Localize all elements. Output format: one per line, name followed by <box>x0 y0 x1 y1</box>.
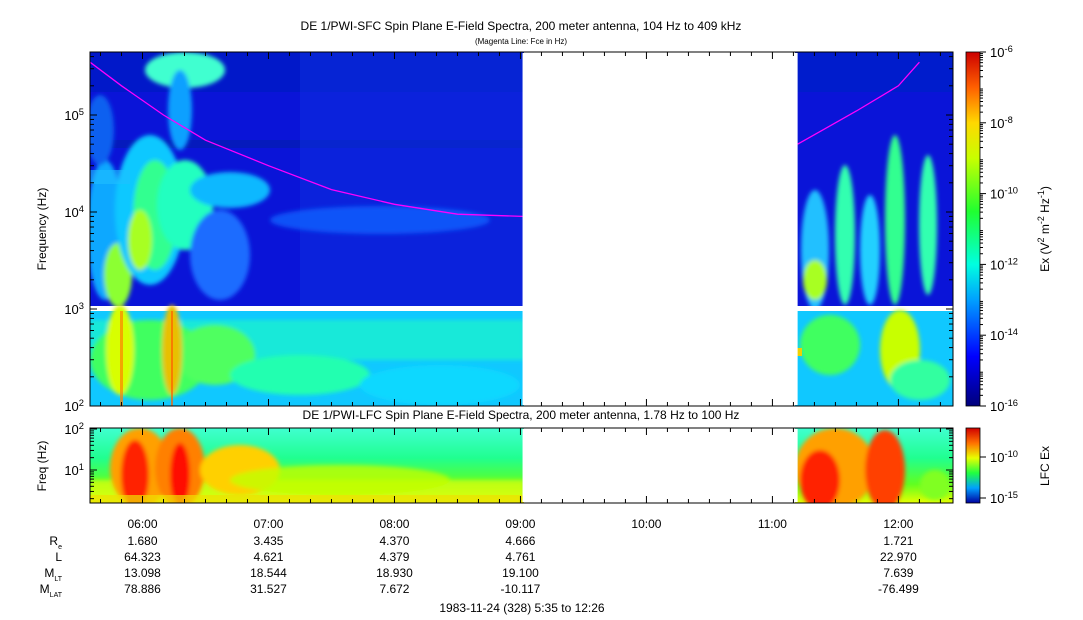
ephemeris-row-label: MLT <box>44 566 62 583</box>
x-tick-label: 09:00 <box>505 517 535 531</box>
fce-line-right <box>797 61 920 145</box>
ephemeris-value: 4.370 <box>379 534 409 548</box>
lfc-colorbar-tick-label: 10-15 <box>990 490 1018 506</box>
lfc-y-tick-label: 102 <box>64 421 84 437</box>
sfc-y-tick-label: 103 <box>64 301 84 317</box>
lfc-spectrogram-left <box>90 428 524 503</box>
ephemeris-value: 18.544 <box>250 566 287 580</box>
sfc-colorbar-tick-label: 10-6 <box>990 44 1013 60</box>
sfc-colorbar-tick-label: 10-8 <box>990 115 1013 131</box>
sfc-colorbar-label: Ex (V2 m-2 Hz-1) <box>1036 186 1052 272</box>
ephemeris-row-label: Re <box>49 534 62 551</box>
sfc-y-axis-label: Frequency (Hz) <box>35 188 49 271</box>
sfc-plot-frame <box>89 51 954 407</box>
sfc-y-axis: 102 103 104 105 <box>64 56 953 414</box>
top-panel-title: DE 1/PWI-SFC Spin Plane E-Field Spectra,… <box>301 19 742 33</box>
ephemeris-value: 4.379 <box>379 550 409 564</box>
time-range-label: 1983-11-24 (328) 5:35 to 12:26 <box>439 601 605 615</box>
lfc-colorbar-ticks: 10-10 10-15 <box>980 449 1018 506</box>
fce-line-left <box>90 61 523 218</box>
x-tick-label: 10:00 <box>631 517 661 531</box>
sfc-colorbar-tick-label: 10-14 <box>990 327 1018 343</box>
ephemeris-row-label: MLAT <box>40 582 63 599</box>
x-tick-label: 11:00 <box>758 517 787 531</box>
x-tick-label: 12:00 <box>883 517 913 531</box>
sfc-spectrogram-right <box>795 52 953 406</box>
sfc-spectrogram-left <box>90 52 524 406</box>
lfc-y-axis: 101 102 <box>64 421 953 500</box>
ephemeris-value: 3.435 <box>253 534 283 548</box>
ephemeris-value: 31.527 <box>250 582 287 596</box>
ephemeris-value: 1.680 <box>127 534 157 548</box>
ephemeris-value: 13.098 <box>124 566 161 580</box>
ephemeris-value: -10.117 <box>501 582 541 596</box>
sfc-colorbar-tick-label: 10-10 <box>990 186 1018 202</box>
ephemeris-value: 1.721 <box>883 534 913 548</box>
ephemeris-value: -76.499 <box>878 582 919 596</box>
sfc-data-gap <box>522 53 798 405</box>
ephemeris-value: 7.672 <box>379 582 409 596</box>
ephemeris-value: 4.761 <box>505 550 535 564</box>
ephemeris-value: 22.970 <box>880 550 917 564</box>
lfc-colorbar-tick-label: 10-10 <box>990 449 1018 465</box>
x-tick-label: 07:00 <box>253 517 283 531</box>
sfc-colorbar <box>965 51 981 407</box>
lfc-y-axis-label: Freq (Hz) <box>35 441 49 492</box>
lfc-plot-frame <box>89 427 954 504</box>
lfc-data-gap <box>522 429 798 502</box>
ephemeris-row-label: L <box>55 550 62 564</box>
ephemeris-value: 4.621 <box>253 550 283 564</box>
ephemeris-table: Re 1.680 3.435 4.370 4.666 1.721 L 64.323 4.621 4… <box>40 534 919 599</box>
ephemeris-value: 19.100 <box>502 566 539 580</box>
lfc-colorbar <box>965 427 981 504</box>
lfc-colorbar-label: LFC Ex <box>1038 446 1052 486</box>
x-tick-label: 06:00 <box>127 517 157 531</box>
x-tick-label: 08:00 <box>379 517 409 531</box>
lfc-spectrogram-right <box>795 428 953 503</box>
sfc-colorbar-tick-label: 10-16 <box>990 398 1018 414</box>
sfc-y-tick-label: 104 <box>64 204 84 220</box>
ephemeris-value: 4.666 <box>505 534 535 548</box>
lfc-panel-title: DE 1/PWI-LFC Spin Plane E-Field Spectra,… <box>303 408 740 422</box>
sfc-y-tick-label: 102 <box>64 398 84 414</box>
sfc-y-tick-label: 105 <box>64 107 84 123</box>
ephemeris-value: 78.886 <box>124 582 161 596</box>
top-panel-subtitle: (Magenta Line: Fce in Hz) <box>475 37 567 46</box>
lfc-y-tick-label: 101 <box>64 462 84 478</box>
sfc-colorbar-tick-label: 10-12 <box>990 256 1018 272</box>
ephemeris-value: 7.639 <box>883 566 913 580</box>
time-x-axis: 06:00 07:00 08:00 09:00 10:00 11:00 12:00 <box>99 52 941 531</box>
sfc-colorbar-ticks: 10-6 10-8 10-10 10-12 10-14 10-16 <box>980 44 1018 414</box>
ephemeris-value: 18.930 <box>376 566 413 580</box>
ephemeris-value: 64.323 <box>124 550 161 564</box>
